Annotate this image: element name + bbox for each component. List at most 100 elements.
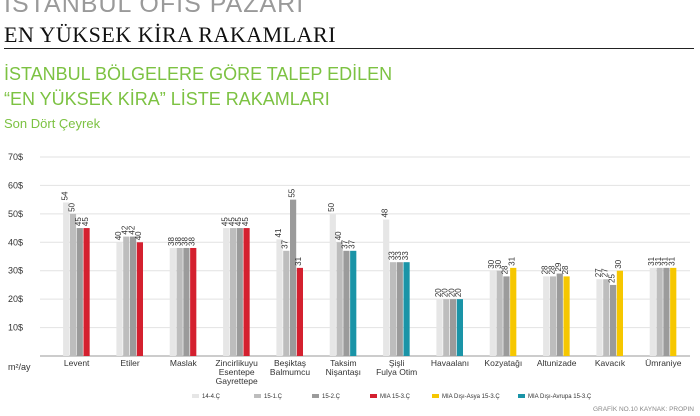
bar-value-label: 29 (554, 262, 563, 271)
bar (616, 270, 623, 356)
bar (443, 299, 450, 356)
y-tick-label: 70$ (8, 152, 23, 162)
bar (76, 228, 83, 356)
category-label: Gayrettepe (216, 376, 258, 386)
bar-value-label: 20 (441, 288, 450, 297)
bar-value-label: 38 (181, 237, 190, 246)
legend-swatch (312, 394, 319, 398)
bar-value-label: 45 (74, 217, 83, 226)
chart-title-line1: İSTANBUL BÖLGELERE GÖRE TALEP EDİLEN (4, 64, 393, 84)
bar-value-label: 37 (341, 239, 350, 248)
bar-value-label: 30 (494, 259, 503, 268)
bar (549, 276, 557, 356)
category-label: Balmumcu (270, 367, 310, 377)
category-label: Ümraniye (645, 358, 682, 368)
bar (450, 299, 457, 356)
bar-value-label: 31 (508, 256, 517, 265)
category-label: Kozyatağı (484, 358, 522, 368)
bar (383, 219, 390, 356)
bar (603, 279, 610, 356)
legend-label: 14-4.Ç (202, 394, 221, 400)
bar-value-label: 27 (601, 268, 610, 277)
y-tick-label: 60$ (8, 180, 23, 190)
bar (596, 279, 603, 356)
legend-label: MIA Dışı-Avrupa 15-3.Ç (528, 394, 592, 400)
y-tick-label: 20$ (8, 294, 23, 304)
bar-value-label: 20 (434, 288, 443, 297)
bar (329, 213, 336, 356)
bar (176, 247, 183, 356)
source-note: GRAFİK NO.10 KAYNAK: PROPIN (593, 404, 694, 413)
bar (276, 239, 283, 356)
legend-label: 15-2.Ç (322, 394, 341, 400)
category-label: Havaalanı (431, 358, 469, 368)
category-label: Zincirlikuyu (215, 358, 258, 368)
bar-value-label: 41 (274, 228, 283, 237)
bar (456, 299, 463, 356)
bar-value-label: 38 (188, 237, 197, 246)
bar-value-label: 37 (281, 239, 290, 248)
y-tick-label: 40$ (8, 237, 23, 247)
bar-value-label: 50 (327, 202, 336, 211)
bar (243, 228, 250, 356)
bar-value-label: 45 (241, 217, 250, 226)
bar-value-label: 45 (220, 217, 229, 226)
bar (283, 250, 290, 356)
bar (389, 262, 397, 356)
bar (69, 213, 77, 356)
bar (556, 273, 563, 356)
y-tick-label: 30$ (8, 266, 23, 276)
bar (130, 236, 137, 356)
bar (83, 228, 90, 356)
category-label: Etiler (120, 358, 140, 368)
bar (123, 236, 130, 356)
bar-value-label: 54 (60, 191, 69, 200)
bar (343, 250, 350, 356)
bar-value-label: 30 (487, 259, 496, 268)
legend-swatch (254, 394, 261, 398)
bar (649, 267, 656, 356)
bar (403, 262, 410, 356)
bar-value-label: 48 (380, 208, 389, 217)
category-label: Kavacık (595, 358, 626, 368)
bar-value-label: 31 (661, 256, 670, 265)
bar-value-label: 31 (647, 256, 656, 265)
bar-value-label: 30 (614, 259, 623, 268)
bar (489, 270, 496, 356)
bar-value-label: 45 (234, 217, 243, 226)
bar-value-label: 40 (334, 231, 343, 240)
bar-value-label: 31 (294, 256, 303, 265)
bar (610, 284, 617, 356)
y-tick-label: 10$ (8, 323, 23, 333)
bar (116, 242, 123, 356)
header-main-title: EN YÜKSEK KİRA RAKAMLARI (4, 22, 337, 47)
bar-value-label: 28 (501, 265, 510, 274)
bar-value-label: 20 (447, 288, 456, 297)
legend-label: MIA Dışı-Asya 15-3.Ç (442, 394, 500, 400)
bar-value-label: 20 (454, 288, 463, 297)
bar (563, 276, 570, 356)
bar (223, 228, 230, 356)
bar (290, 199, 297, 356)
bar (543, 276, 550, 356)
y-axis-label: m²/ay (8, 362, 31, 372)
header-top-title: İSTANBUL OFİS PAZARI (4, 0, 305, 18)
chart-subtitle: Son Dört Çeyrek (4, 116, 101, 131)
bar-value-label: 45 (81, 217, 90, 226)
bar-value-label: 33 (387, 251, 396, 260)
category-label: Maslak (170, 358, 198, 368)
bar (510, 267, 517, 356)
bar-value-label: 33 (401, 251, 410, 260)
category-label: Beşiktaş (274, 358, 306, 368)
bar-value-label: 28 (547, 265, 556, 274)
header-divider (4, 48, 694, 49)
bar (63, 202, 70, 356)
category-label: Fulya Otim (376, 367, 417, 377)
category-label: Esentepe (219, 367, 255, 377)
bar (656, 267, 663, 356)
bar (436, 299, 443, 356)
bar-value-label: 42 (121, 225, 130, 234)
bar-value-label: 40 (114, 231, 123, 240)
legend-swatch (192, 394, 199, 398)
bar-value-label: 38 (174, 237, 183, 246)
